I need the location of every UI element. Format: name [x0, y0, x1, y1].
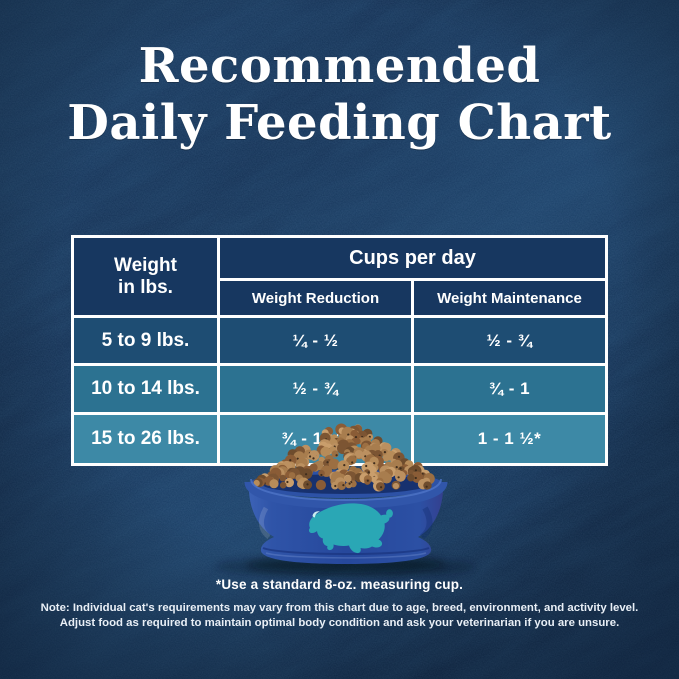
header-weight-maintenance: Weight Maintenance	[414, 281, 605, 315]
feeding-table: Weight in lbs. Cups per day Weight Reduc…	[71, 235, 608, 466]
veterinarian-note-line1: Note: Individual cat's requirements may …	[40, 602, 639, 614]
title-line-2: Daily Feeding Chart	[67, 95, 612, 151]
cell-maintenance-row2: ¾ - 1	[414, 366, 605, 412]
measuring-cup-footnote: *Use a standard 8-oz. measuring cup.	[215, 577, 464, 592]
header-weight-line1: Weight	[114, 254, 177, 276]
cell-maintenance-row3: 1 - 1 ½*	[414, 415, 605, 463]
header-cups-per-day: Cups per day	[220, 238, 605, 278]
veterinarian-note: Note: Individual cat's requirements may …	[40, 601, 639, 631]
header-weight-reduction: Weight Reduction	[220, 281, 411, 315]
cell-weight-row2: 10 to 14 lbs.	[74, 366, 217, 412]
cell-reduction-row2: ½ - ¾	[220, 366, 411, 412]
cell-reduction-row1: ¼ - ½	[220, 318, 411, 363]
header-weight-in-lbs: Weight in lbs.	[74, 238, 217, 315]
title-line-1: Recommended	[138, 38, 541, 94]
veterinarian-note-line2: Adjust food as required to maintain opti…	[59, 617, 620, 629]
cell-reduction-row3: ¾ - 1 ¼*	[220, 415, 411, 463]
header-weight-line2: in lbs.	[118, 276, 173, 298]
cell-maintenance-row1: ½ - ¾	[414, 318, 605, 363]
cell-weight-row1: 5 to 9 lbs.	[74, 318, 217, 363]
cell-weight-row3: 15 to 26 lbs.	[74, 415, 217, 463]
page-title: Recommended Daily Feeding Chart	[0, 38, 679, 152]
